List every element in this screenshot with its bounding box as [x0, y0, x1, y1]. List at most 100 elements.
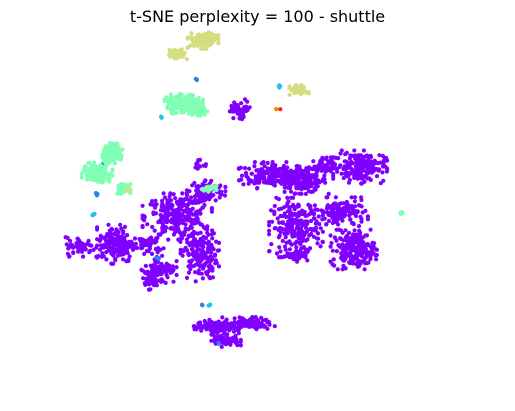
data-point — [122, 243, 127, 248]
data-point — [330, 248, 335, 253]
data-point — [185, 36, 190, 41]
data-point — [205, 323, 210, 328]
data-point — [91, 247, 96, 252]
data-point — [288, 185, 293, 191]
data-point — [200, 193, 205, 198]
data-point — [114, 232, 119, 237]
data-point — [362, 267, 367, 272]
data-point — [222, 331, 227, 336]
data-point — [350, 153, 356, 158]
data-point — [374, 174, 380, 179]
class-1-cluster-3 — [140, 191, 214, 242]
data-point — [110, 235, 115, 240]
class-4-cluster-1 — [190, 103, 210, 118]
data-point — [262, 164, 267, 169]
data-point — [380, 164, 386, 169]
data-point — [219, 344, 224, 349]
data-point — [289, 189, 294, 194]
data-point — [316, 178, 321, 183]
class-3-cluster-0 — [276, 83, 283, 90]
data-point — [185, 193, 190, 198]
data-point — [294, 83, 299, 88]
data-point — [199, 243, 204, 248]
data-point — [142, 214, 147, 219]
data-point — [191, 229, 196, 234]
class-1-cluster-13 — [143, 250, 179, 288]
data-point — [184, 275, 190, 280]
data-point — [170, 95, 175, 100]
data-point — [80, 248, 85, 254]
data-point — [347, 156, 352, 161]
data-point — [63, 235, 68, 240]
data-point — [169, 217, 174, 222]
data-point — [359, 252, 364, 257]
data-point — [358, 160, 363, 165]
data-point — [311, 159, 316, 164]
data-point — [338, 151, 343, 156]
data-point — [119, 248, 124, 253]
data-point — [150, 266, 155, 271]
data-point — [276, 178, 282, 183]
data-point — [189, 218, 194, 223]
data-point — [160, 253, 165, 258]
data-point — [300, 229, 305, 234]
class-1-cluster-19 — [227, 97, 252, 122]
data-point — [352, 148, 357, 153]
data-point — [278, 249, 283, 254]
data-point — [159, 204, 164, 209]
data-point — [267, 228, 272, 233]
data-point — [301, 220, 306, 225]
data-point — [322, 173, 327, 178]
data-point — [331, 257, 336, 262]
data-point — [347, 210, 352, 215]
data-point — [277, 245, 282, 250]
data-point — [145, 269, 150, 274]
data-point — [128, 190, 133, 195]
data-point — [181, 208, 186, 213]
data-point — [300, 253, 305, 258]
data-point — [353, 213, 359, 219]
data-point — [200, 238, 205, 244]
data-point — [90, 177, 95, 182]
data-point — [284, 160, 289, 165]
data-point — [287, 247, 292, 252]
data-point — [173, 196, 178, 201]
data-point — [113, 258, 118, 263]
data-point — [255, 186, 260, 191]
data-point — [372, 241, 377, 246]
data-point — [160, 227, 165, 232]
data-point — [326, 166, 331, 171]
data-point — [107, 232, 112, 237]
data-point — [160, 216, 165, 221]
data-point — [238, 343, 243, 348]
data-point — [377, 153, 382, 158]
data-point — [276, 207, 282, 212]
class-3-cluster-3 — [159, 114, 164, 120]
data-point — [213, 327, 218, 333]
data-point — [174, 53, 179, 58]
data-point — [146, 280, 151, 285]
data-point — [286, 182, 291, 187]
data-point — [351, 242, 356, 247]
data-point — [200, 97, 206, 102]
class-1-cluster-6 — [130, 232, 166, 256]
data-point — [311, 234, 316, 239]
data-point — [299, 169, 304, 174]
data-point — [208, 302, 213, 307]
data-point — [233, 333, 238, 338]
data-point — [203, 42, 208, 47]
data-point — [302, 209, 307, 215]
data-point — [176, 49, 181, 54]
data-point — [292, 90, 297, 96]
data-point — [375, 167, 380, 172]
data-point — [299, 191, 304, 196]
data-point — [284, 240, 289, 245]
data-point — [185, 216, 190, 221]
data-point — [169, 225, 174, 230]
data-point — [196, 39, 201, 44]
data-point — [305, 258, 310, 263]
data-point — [254, 324, 260, 329]
data-point — [212, 253, 218, 258]
data-point — [107, 245, 112, 250]
data-point — [335, 267, 340, 272]
